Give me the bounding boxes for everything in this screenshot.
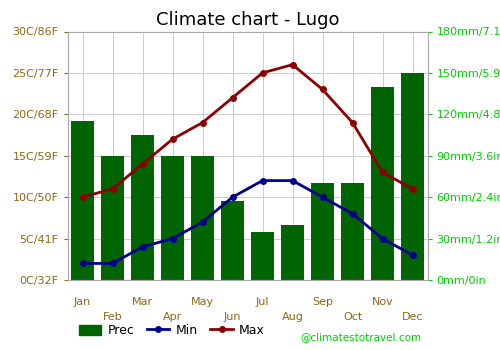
Text: Feb: Feb	[102, 312, 122, 322]
Bar	[191, 156, 214, 280]
Text: Dec: Dec	[402, 312, 423, 322]
Title: Climate chart - Lugo: Climate chart - Lugo	[156, 10, 339, 29]
Bar	[311, 183, 334, 280]
Text: Nov: Nov	[372, 297, 394, 307]
Bar	[281, 225, 304, 280]
Text: @climatestotravel.com: @climatestotravel.com	[300, 332, 421, 342]
Bar	[221, 201, 244, 280]
Text: Jun: Jun	[224, 312, 241, 322]
Bar	[401, 73, 424, 280]
Bar	[371, 87, 394, 280]
Bar	[161, 156, 184, 280]
Bar	[341, 183, 364, 280]
Bar	[101, 156, 124, 280]
Bar	[252, 232, 274, 280]
Bar	[131, 135, 154, 280]
Text: Mar: Mar	[132, 297, 153, 307]
Text: Oct: Oct	[343, 312, 362, 322]
Text: Aug: Aug	[282, 312, 304, 322]
Text: Sep: Sep	[312, 297, 333, 307]
Text: Jan: Jan	[74, 297, 91, 307]
Text: May: May	[191, 297, 214, 307]
Text: Jul: Jul	[256, 297, 269, 307]
Legend: Prec, Min, Max: Prec, Min, Max	[74, 319, 270, 342]
Bar	[72, 121, 94, 280]
Text: Apr: Apr	[163, 312, 182, 322]
